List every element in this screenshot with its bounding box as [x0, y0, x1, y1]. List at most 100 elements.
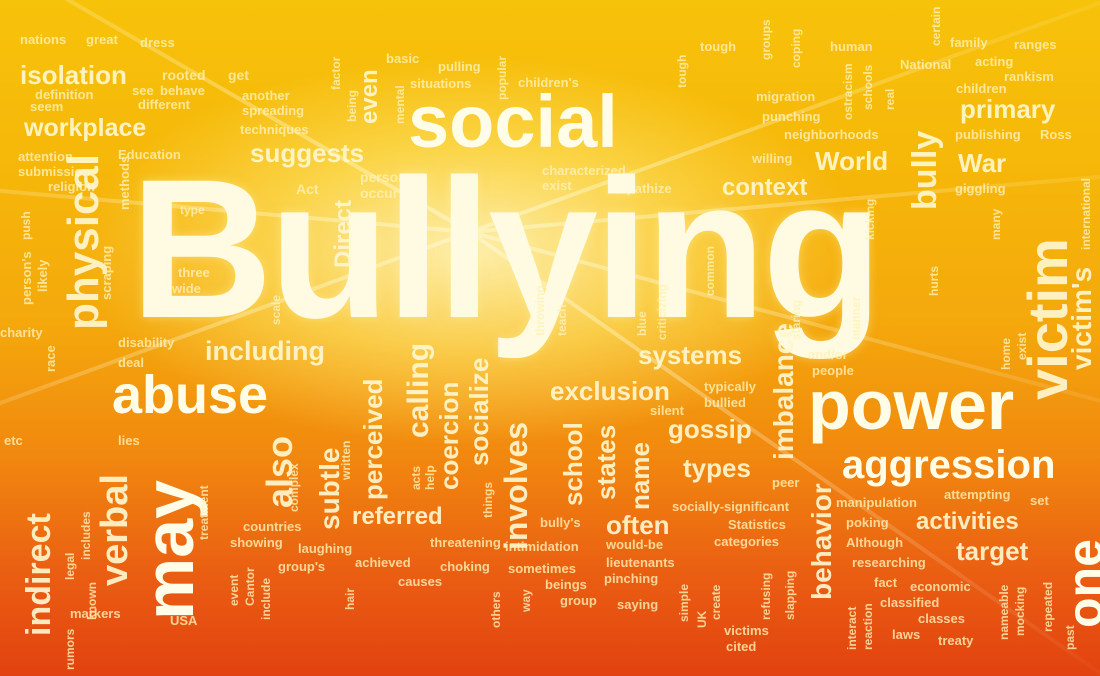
word: Although [846, 535, 904, 550]
word: verbal [94, 474, 136, 586]
word: repeated [1041, 581, 1055, 632]
word: aggression [842, 443, 1056, 487]
word: countries [243, 519, 302, 534]
word: fact [874, 575, 898, 590]
word: things [481, 482, 495, 518]
word: submission [18, 164, 91, 179]
word: migration [756, 89, 816, 104]
word: Direct [330, 199, 357, 268]
word: seem [30, 99, 64, 114]
word: great [86, 32, 118, 47]
word: occur [360, 185, 399, 201]
word: choking [440, 559, 490, 574]
word: workplace [24, 114, 147, 142]
word: bullied [704, 395, 746, 410]
word: primary [960, 94, 1056, 124]
word: nations [20, 32, 67, 47]
word: peer [772, 475, 800, 490]
word: laughing [298, 541, 353, 556]
word: one [1057, 539, 1100, 628]
word: slapping [783, 570, 797, 620]
word: suggests [250, 138, 365, 168]
word: human [830, 39, 873, 54]
word: power [808, 366, 1015, 444]
word: simple [677, 583, 691, 622]
word: factor [329, 56, 343, 90]
word: involves [498, 421, 534, 550]
word: referred [352, 503, 443, 530]
word: blue [635, 311, 649, 336]
word: Ross [1040, 127, 1072, 142]
word: likely [35, 259, 50, 292]
word: lies [118, 433, 140, 448]
word: War [958, 148, 1007, 178]
word: past [1063, 625, 1077, 650]
word: race [43, 345, 58, 372]
word: person [360, 169, 407, 185]
word: silent [650, 403, 684, 418]
word: teach [555, 304, 569, 336]
word: rooted [162, 67, 206, 83]
word: rankism [1004, 69, 1054, 84]
word: often [606, 510, 670, 540]
word: ostracism [841, 63, 855, 120]
word: manner [849, 296, 863, 340]
word: poking [846, 515, 889, 530]
word: written [339, 440, 353, 480]
word: see [132, 83, 154, 98]
word: isolation [20, 60, 127, 90]
word: threatening [430, 535, 501, 550]
word: victims [724, 623, 769, 638]
word: complex [287, 463, 301, 512]
word: push [19, 211, 33, 240]
word: perceived [358, 378, 388, 500]
word: physical [59, 153, 108, 330]
word: achieved [355, 555, 411, 570]
word: cited [726, 639, 757, 654]
word: categories [714, 534, 780, 549]
word: get [228, 67, 249, 83]
word: schools [861, 64, 875, 110]
word: activities [916, 508, 1019, 535]
word: ranges [1014, 37, 1057, 52]
word: techniques [240, 122, 309, 137]
word: UK [695, 610, 709, 628]
word: interact [845, 606, 859, 650]
word: nameable [997, 584, 1011, 640]
word: neighborhoods [784, 127, 879, 142]
word: event [227, 574, 241, 606]
word: disability [118, 335, 175, 350]
word: exist [542, 178, 572, 193]
word: socialize [464, 357, 494, 466]
word: showing [230, 535, 283, 550]
word: staring [789, 299, 803, 340]
word: abuse [112, 365, 269, 425]
word: mocking [1013, 586, 1027, 636]
word: behavior [806, 483, 837, 600]
word: acting [975, 54, 1014, 69]
word: scraping [99, 245, 114, 300]
word: systems [638, 340, 743, 370]
word: imbalance [768, 323, 799, 460]
word: Education [118, 147, 181, 162]
word: includes [79, 511, 93, 560]
word: National [900, 57, 952, 72]
word: Act [296, 181, 319, 197]
word: even [356, 69, 383, 124]
word: children's [518, 75, 579, 90]
word: hurts [927, 266, 941, 296]
word: common [703, 245, 717, 296]
word: sometimes [508, 561, 576, 576]
word: throwing [533, 285, 547, 336]
word: kicking [863, 198, 877, 240]
word: include [259, 577, 273, 620]
word: beings [545, 577, 587, 592]
word: context [722, 174, 808, 201]
word: characterized [542, 163, 626, 178]
word: exist [1015, 332, 1029, 360]
word: definition [35, 87, 94, 102]
word: may [130, 479, 208, 620]
word: deal [118, 355, 145, 370]
word: certain [929, 6, 943, 46]
word: people [812, 363, 854, 378]
